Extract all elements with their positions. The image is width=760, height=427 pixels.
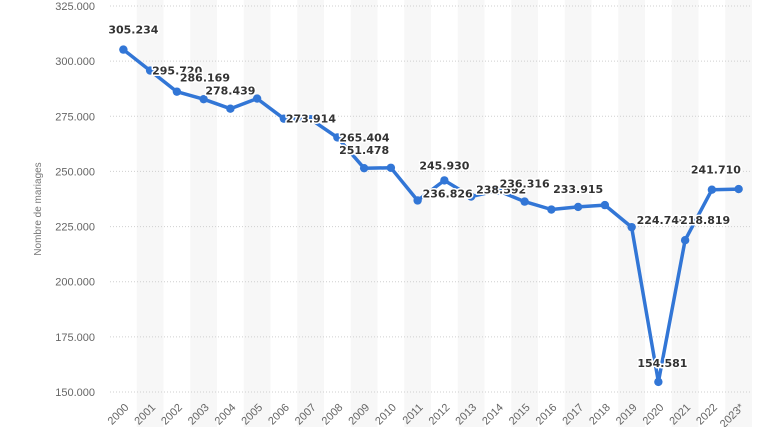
data-label: 286.169: [180, 72, 230, 85]
y-tick-label: 175.000: [55, 332, 95, 344]
data-label: 265.404: [339, 131, 389, 144]
data-point: [493, 186, 503, 195]
alternating-bands: [136, 0, 752, 427]
data-point: [440, 176, 449, 185]
y-axis-label: Nombre de mariages: [33, 162, 44, 255]
data-point: [306, 115, 315, 124]
series-line: [121, 47, 741, 384]
band-7: [297, 0, 324, 427]
band-19: [618, 0, 645, 427]
data-points: [119, 45, 743, 387]
data-point: [386, 163, 396, 172]
data-point: [680, 236, 690, 245]
y-axis-ticks: 150.000 175.000 200.000 225.000 250.000 275.0…: [55, 1, 95, 399]
data-label: 251.478: [339, 144, 389, 157]
y-tick-label: 300.000: [55, 56, 95, 68]
y-tick-label: 250.000: [55, 166, 95, 178]
data-label: 245.930: [419, 159, 469, 172]
y-tick-label: 275.000: [55, 111, 95, 123]
band-5: [243, 0, 271, 427]
gridlines: [110, 5, 752, 393]
data-point: [520, 197, 529, 206]
data-label: 295.720: [152, 65, 202, 78]
band-15: [511, 0, 538, 427]
band-11: [404, 0, 431, 427]
band-13: [457, 0, 485, 427]
data-label: 236.826: [423, 187, 473, 200]
data-point: [707, 185, 717, 194]
y-tick-label: 325.000: [55, 1, 95, 13]
band-23: [725, 0, 752, 427]
data-point: [413, 196, 422, 205]
y-tick-label: 150.000: [55, 387, 95, 399]
data-label: 224.740: [637, 214, 687, 227]
data-point: [145, 66, 155, 75]
data-point: [573, 202, 583, 212]
data-point: [600, 200, 610, 210]
data-label: 236.316: [500, 178, 550, 191]
data-point: [654, 377, 663, 387]
data-point: [466, 192, 476, 201]
data-point: [119, 45, 128, 54]
data-point: [333, 133, 342, 142]
data-point: [199, 94, 208, 104]
data-point: [359, 163, 369, 173]
band-3: [190, 0, 217, 427]
data-label: 278.439: [205, 85, 255, 98]
data-point: [547, 205, 556, 214]
data-point: [252, 94, 262, 103]
data-point: [279, 114, 289, 123]
data-point: [226, 104, 235, 113]
x-tick-label: 2000: [106, 402, 132, 427]
y-tick-label: 225.000: [55, 222, 95, 234]
data-label: 305.234: [108, 24, 158, 37]
data-label: 154.581: [637, 357, 687, 370]
band-9: [350, 0, 378, 427]
data-label: 233.915: [553, 183, 603, 196]
data-label: 241.710: [691, 164, 741, 177]
data-label: 218.819: [680, 214, 730, 227]
data-point: [627, 222, 636, 232]
band-21: [671, 0, 699, 427]
band-17: [564, 0, 592, 427]
data-point: [172, 87, 182, 96]
data-point: [734, 184, 743, 194]
y-tick-label: 200.000: [55, 277, 95, 289]
data-label: 273.914: [286, 113, 336, 126]
data-label: 238.592: [476, 184, 526, 197]
